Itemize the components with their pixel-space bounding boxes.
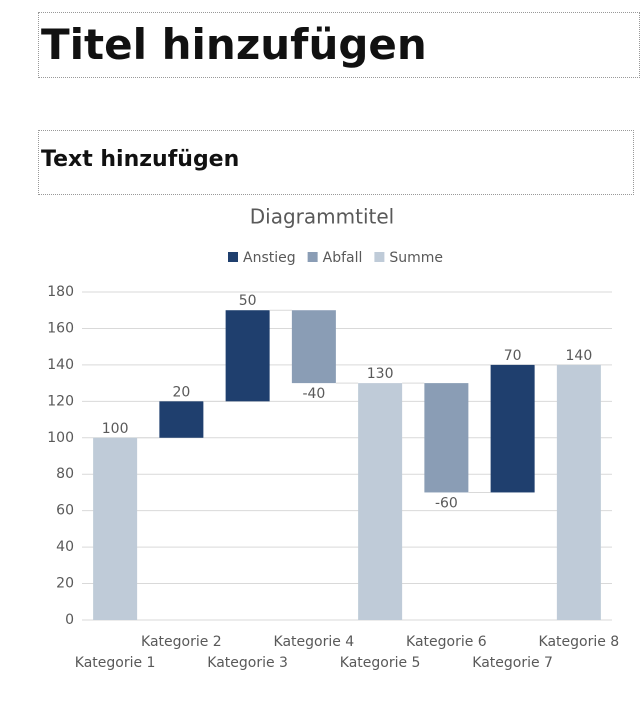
chart-title: Diagrammtitel (250, 205, 394, 229)
title-placeholder[interactable]: Titel hinzufügen (38, 12, 640, 78)
data-label: -40 (302, 386, 325, 402)
bar (93, 437, 138, 620)
x-tick-label: Kategorie 8 (539, 634, 620, 650)
y-tick-label: 20 (56, 576, 74, 592)
bar (358, 383, 403, 620)
data-label: 140 (566, 348, 593, 364)
y-tick-label: 160 (47, 320, 74, 336)
bar (556, 364, 601, 620)
bar (490, 364, 535, 493)
legend-label: Anstieg (243, 250, 296, 266)
legend-swatch (374, 252, 385, 262)
chart: Diagrammtitel 0 20 40 60 80 100 120 140 160 180 An… (47, 205, 620, 672)
x-tick-label: Kategorie 3 (207, 655, 288, 671)
y-tick-label: 0 (65, 612, 74, 628)
data-label: 130 (367, 366, 394, 382)
y-tick-label: 80 (56, 466, 74, 482)
y-tick-label: 60 (56, 503, 74, 519)
text-placeholder[interactable]: Text hinzufügen (38, 130, 634, 195)
y-tick-label: 100 (47, 430, 74, 446)
bar (291, 310, 336, 384)
x-tick-label: Kategorie 5 (340, 655, 421, 671)
y-tick-label: 40 (56, 539, 74, 555)
bar (424, 383, 469, 493)
data-label: 70 (504, 348, 522, 364)
legend-label: Abfall (323, 250, 363, 266)
data-label: -60 (435, 495, 458, 511)
bar (159, 401, 204, 438)
x-tick-label: Kategorie 4 (274, 634, 355, 650)
x-tick-label: Kategorie 6 (406, 634, 487, 650)
legend-swatch (228, 252, 238, 262)
legend-label: Summe (389, 250, 443, 266)
bar (225, 310, 270, 402)
data-label: 20 (172, 384, 190, 400)
y-tick-label: 120 (47, 393, 74, 409)
data-label: 50 (239, 293, 257, 309)
x-tick-label: Kategorie 7 (472, 655, 553, 671)
x-tick-label: Kategorie 2 (141, 634, 222, 650)
y-tick-label: 180 (47, 284, 74, 300)
x-tick-label: Kategorie 1 (75, 655, 156, 671)
y-tick-label: 140 (47, 357, 74, 373)
data-label: 100 (102, 421, 129, 437)
legend-swatch (307, 252, 318, 262)
